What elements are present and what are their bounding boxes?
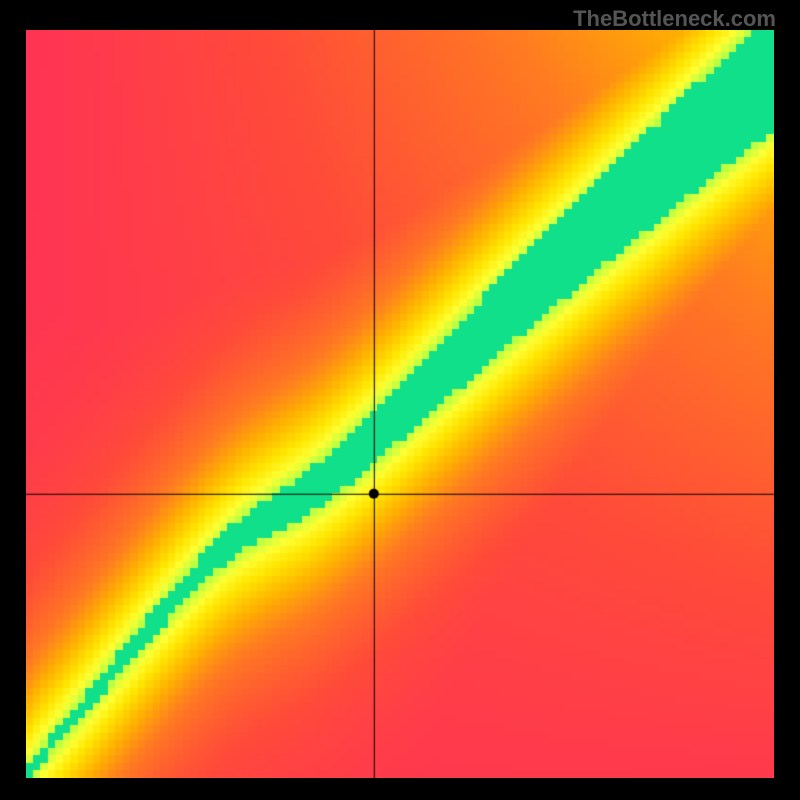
heatmap-canvas <box>26 30 774 778</box>
watermark-text: TheBottleneck.com <box>573 6 776 32</box>
heatmap-plot <box>26 30 774 778</box>
chart-container: TheBottleneck.com <box>0 0 800 800</box>
